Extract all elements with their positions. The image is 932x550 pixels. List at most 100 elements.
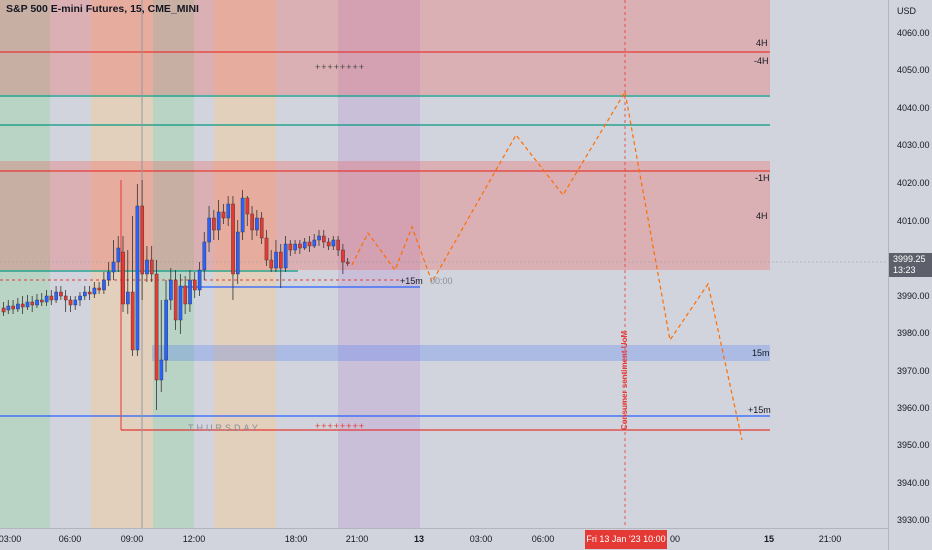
candle-body <box>317 235 321 241</box>
candle-body <box>269 259 274 269</box>
zone-label-neg4h: -4H <box>754 56 769 66</box>
candle-body <box>207 217 211 243</box>
price-tick: 3960.00 <box>897 403 930 413</box>
candle-body <box>40 299 44 303</box>
candle-body <box>255 217 259 231</box>
candle-body <box>264 237 269 261</box>
candlestick-series <box>1 180 350 410</box>
candle-body <box>250 213 254 231</box>
candle-body <box>341 249 345 263</box>
price-tick: 4010.00 <box>897 216 930 226</box>
candle-body <box>288 243 293 251</box>
zone-4h-mid <box>0 161 770 270</box>
candle-body <box>63 295 68 301</box>
candle-body <box>59 291 63 297</box>
session-band-green <box>0 0 50 528</box>
time-axis[interactable]: 03:00 06:00 09:00 12:00 18:00 21:00 13 0… <box>0 528 888 550</box>
candle-body <box>336 239 341 251</box>
price-tick: 3940.00 <box>897 478 930 488</box>
price-tick: 3970.00 <box>897 366 930 376</box>
candle-body <box>279 251 283 269</box>
current-price-badge: 3999.25 13:23 <box>889 253 932 277</box>
candle-body <box>54 291 58 301</box>
candle-body <box>130 291 135 351</box>
price-tick: 3980.00 <box>897 328 930 338</box>
time-tick: 18:00 <box>284 534 308 544</box>
candle-body <box>73 299 78 306</box>
candle-body <box>331 239 336 247</box>
candle-body <box>307 241 312 247</box>
chart-title: S&P 500 E-mini Futures, 15, CME_MINI <box>6 3 199 15</box>
price-tick: 4050.00 <box>897 65 930 75</box>
price-axis[interactable]: USD 4060.00 4050.00 4040.00 4030.00 4020… <box>888 0 932 550</box>
time-tick-day: 13 <box>413 534 425 544</box>
candle-body <box>274 251 278 269</box>
candle-body <box>302 241 307 249</box>
time-tick: 03:00 <box>469 534 493 544</box>
candle-body <box>140 205 145 275</box>
time-tick: 12:00 <box>182 534 206 544</box>
candle-body <box>25 301 30 308</box>
candle-body <box>183 285 188 305</box>
candle-body <box>298 243 302 249</box>
zone-label-15m: 15m <box>752 348 770 358</box>
candle-body <box>145 259 149 275</box>
candle-body <box>188 279 192 305</box>
time-tick: 03:00 <box>0 534 22 544</box>
candle-body <box>44 295 49 303</box>
candle-body <box>212 217 216 231</box>
plus-marks-bottom: ++++++++ <box>315 421 366 431</box>
time-label-00: 00:00 <box>430 276 453 286</box>
price-tick: 4060.00 <box>897 28 930 38</box>
candle-body <box>35 299 39 306</box>
candle-body <box>49 295 54 301</box>
time-tick: 21:00 <box>345 534 369 544</box>
candle-body <box>221 211 226 219</box>
candle-body <box>11 305 15 310</box>
candle-body <box>102 279 106 291</box>
candle-body <box>216 211 221 231</box>
candle-body <box>169 279 173 301</box>
chart-canvas[interactable] <box>0 0 888 528</box>
candle-body <box>164 299 168 361</box>
current-price: 3999.25 <box>893 254 926 264</box>
candle-body <box>68 299 73 306</box>
bar-countdown: 13:23 <box>893 265 916 275</box>
session-band-green <box>153 0 194 528</box>
time-tick-day: 15 <box>763 534 775 544</box>
price-tick: 3990.00 <box>897 291 930 301</box>
time-tick: 09:00 <box>120 534 144 544</box>
price-tick: 4040.00 <box>897 103 930 113</box>
time-tick: 00 <box>669 534 681 544</box>
candle-body <box>87 291 92 295</box>
time-cursor-label: Fri 13 Jan '23 10:00 <box>585 530 667 549</box>
zone-label-4h: 4H <box>756 38 768 48</box>
session-band-purple <box>338 0 420 528</box>
candle-body <box>226 203 231 219</box>
candle-body <box>312 239 317 247</box>
candle-body <box>126 291 130 305</box>
candle-body <box>154 273 159 381</box>
zone-label-4h-mid: 4H <box>756 211 768 221</box>
candle-body <box>240 197 245 233</box>
candle-body <box>106 271 111 281</box>
currency-label: USD <box>897 6 917 16</box>
candle-body <box>293 243 297 251</box>
candle-body <box>173 279 178 321</box>
level-label-15m-low: +15m <box>748 405 771 415</box>
day-label-thursday: THURSDAY <box>188 423 261 433</box>
candle-body <box>111 261 116 273</box>
chart-pane[interactable]: S&P 500 E-mini Futures, 15, CME_MINI 4H … <box>0 0 888 528</box>
candle-body <box>197 269 202 291</box>
candle-body <box>192 279 197 291</box>
projection-path <box>351 90 743 441</box>
time-tick: 21:00 <box>818 534 842 544</box>
candle-body <box>159 359 164 381</box>
candle-body <box>283 243 288 269</box>
price-tick: 3950.00 <box>897 440 930 450</box>
candle-body <box>236 231 240 275</box>
zone-4h-top <box>0 0 770 95</box>
candle-body <box>16 303 20 310</box>
candle-body <box>30 301 35 306</box>
candle-body <box>231 203 235 275</box>
